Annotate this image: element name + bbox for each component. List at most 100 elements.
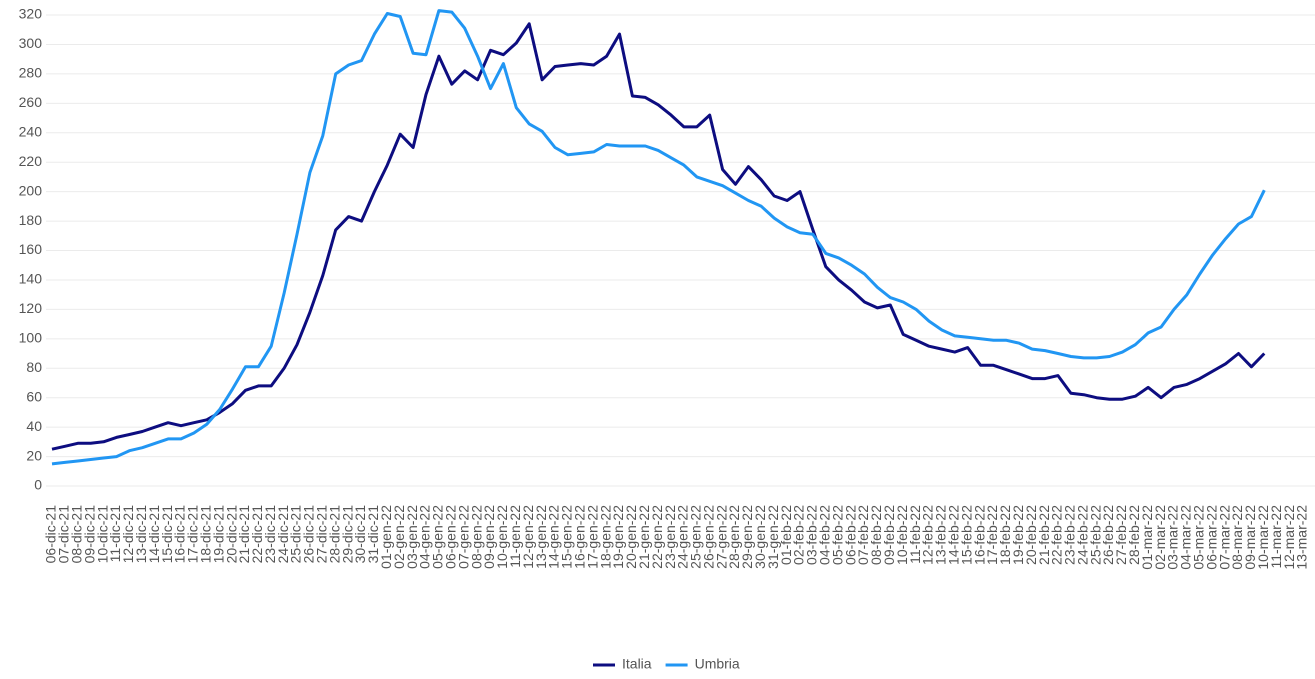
x-tick-label: 20-gen-22 bbox=[623, 505, 639, 569]
x-tick-label: 11-mar-22 bbox=[1268, 505, 1284, 569]
x-tick-label: 28-gen-22 bbox=[726, 505, 742, 569]
x-tick-label: 06-feb-22 bbox=[842, 505, 858, 565]
x-tick-label: 12-gen-22 bbox=[520, 505, 536, 569]
x-tick-label: 13-gen-22 bbox=[533, 505, 549, 569]
x-tick-label: 13-dic-21 bbox=[133, 505, 149, 564]
x-tick-label: 30-gen-22 bbox=[752, 505, 768, 569]
line-series bbox=[51, 22, 1266, 451]
x-tick-label: 24-dic-21 bbox=[275, 505, 291, 564]
x-tick-label: 02-gen-22 bbox=[391, 505, 407, 569]
x-tick-label: 17-feb-22 bbox=[984, 505, 1000, 565]
x-tick-label: 22-gen-22 bbox=[649, 505, 665, 569]
y-tick-label: 180 bbox=[19, 212, 43, 228]
x-tick-label: 30-dic-21 bbox=[352, 505, 368, 564]
x-tick-label: 14-dic-21 bbox=[146, 505, 162, 564]
legend-label: Italia bbox=[622, 656, 652, 672]
x-tick-label: 08-dic-21 bbox=[68, 505, 84, 564]
x-tick-label: 03-mar-22 bbox=[1165, 505, 1181, 570]
x-tick-label: 29-dic-21 bbox=[339, 505, 355, 564]
x-tick-label: 25-gen-22 bbox=[688, 505, 704, 569]
x-tick-label: 07-feb-22 bbox=[855, 505, 871, 565]
x-tick-label: 11-gen-22 bbox=[507, 505, 523, 568]
x-tick-label: 05-gen-22 bbox=[430, 505, 446, 569]
x-tick-label: 01-feb-22 bbox=[778, 505, 794, 565]
x-tick-label: 03-gen-22 bbox=[404, 505, 420, 569]
y-tick-label: 160 bbox=[19, 241, 43, 257]
x-tick-label: 11-dic-21 bbox=[107, 505, 123, 563]
x-tick-label: 02-feb-22 bbox=[791, 505, 807, 565]
x-tick-label: 19-gen-22 bbox=[610, 505, 626, 569]
x-tick-label: 04-feb-22 bbox=[817, 505, 833, 565]
y-tick-label: 280 bbox=[19, 65, 43, 81]
y-tick-label: 200 bbox=[19, 182, 43, 198]
x-tick-label: 23-feb-22 bbox=[1062, 505, 1078, 565]
x-tick-label: 07-dic-21 bbox=[56, 505, 72, 564]
x-tick-label: 17-gen-22 bbox=[584, 505, 600, 569]
x-tick-label: 24-gen-22 bbox=[675, 505, 691, 569]
x-tick-label: 06-mar-22 bbox=[1203, 505, 1219, 570]
x-tick-label: 15-gen-22 bbox=[559, 505, 575, 569]
x-tick-label: 05-mar-22 bbox=[1191, 505, 1207, 570]
x-tick-label: 07-mar-22 bbox=[1216, 505, 1232, 570]
x-tick-label: 20-dic-21 bbox=[223, 505, 239, 564]
y-tick-label: 140 bbox=[19, 271, 43, 287]
x-tick-label: 26-gen-22 bbox=[700, 505, 716, 569]
x-tick-label: 07-gen-22 bbox=[455, 505, 471, 569]
x-tick-label: 08-mar-22 bbox=[1229, 505, 1245, 570]
x-tick-label: 18-gen-22 bbox=[597, 505, 613, 569]
x-tick-label: 12-dic-21 bbox=[120, 505, 136, 564]
x-tick-label: 18-feb-22 bbox=[997, 505, 1013, 565]
x-tick-label: 21-gen-22 bbox=[636, 505, 652, 569]
x-tick-label: 25-dic-21 bbox=[288, 505, 304, 564]
y-tick-label: 60 bbox=[26, 388, 42, 404]
x-tick-label: 31-gen-22 bbox=[765, 505, 781, 569]
x-tick-label: 27-dic-21 bbox=[314, 505, 330, 564]
x-tick-label: 18-dic-21 bbox=[197, 505, 213, 564]
x-tick-label: 09-mar-22 bbox=[1242, 505, 1258, 570]
x-tick-label: 09-dic-21 bbox=[81, 505, 97, 564]
y-tick-label: 260 bbox=[19, 94, 43, 110]
x-tick-label: 04-gen-22 bbox=[417, 505, 433, 569]
x-tick-label: 15-dic-21 bbox=[159, 505, 175, 564]
x-tick-label: 01-mar-22 bbox=[1139, 505, 1155, 570]
x-tick-label: 08-gen-22 bbox=[468, 505, 484, 569]
x-tick-label: 21-dic-21 bbox=[236, 505, 252, 564]
x-tick-label: 23-gen-22 bbox=[662, 505, 678, 569]
y-tick-label: 20 bbox=[26, 447, 42, 463]
legend-label: Umbria bbox=[695, 656, 740, 672]
x-tick-label: 14-gen-22 bbox=[546, 505, 562, 569]
x-tick-label: 24-feb-22 bbox=[1074, 505, 1090, 565]
y-tick-label: 240 bbox=[19, 123, 43, 139]
y-tick-label: 80 bbox=[26, 359, 42, 375]
y-tick-label: 300 bbox=[19, 35, 43, 51]
y-tick-label: 0 bbox=[34, 477, 42, 493]
x-tick-label: 26-dic-21 bbox=[301, 505, 317, 564]
x-tick-label: 27-gen-22 bbox=[713, 505, 729, 569]
x-tick-label: 10-feb-22 bbox=[894, 505, 910, 565]
x-tick-label: 28-dic-21 bbox=[326, 505, 342, 564]
x-tick-label: 16-feb-22 bbox=[971, 505, 987, 565]
x-tick-label: 22-dic-21 bbox=[249, 505, 265, 564]
x-tick-label: 28-feb-22 bbox=[1126, 505, 1142, 565]
x-tick-label: 11-feb-22 bbox=[907, 505, 923, 564]
x-tick-label: 20-feb-22 bbox=[1023, 505, 1039, 565]
line-series bbox=[51, 9, 1266, 466]
x-tick-label: 14-feb-22 bbox=[945, 505, 961, 565]
x-tick-label: 21-feb-22 bbox=[1036, 505, 1052, 565]
x-tick-label: 05-feb-22 bbox=[829, 505, 845, 565]
x-tick-label: 23-dic-21 bbox=[262, 505, 278, 564]
x-tick-label: 16-dic-21 bbox=[172, 505, 188, 564]
x-tick-label: 06-dic-21 bbox=[43, 505, 59, 564]
x-tick-label: 29-gen-22 bbox=[739, 505, 755, 569]
x-tick-label: 27-feb-22 bbox=[1113, 505, 1129, 565]
x-tick-label: 19-feb-22 bbox=[1010, 505, 1026, 565]
x-tick-label: 22-feb-22 bbox=[1049, 505, 1065, 565]
x-tick-label: 13-feb-22 bbox=[933, 505, 949, 565]
x-tick-label: 03-feb-22 bbox=[804, 505, 820, 565]
x-tick-label: 06-gen-22 bbox=[443, 505, 459, 569]
x-tick-label: 02-mar-22 bbox=[1152, 505, 1168, 570]
x-tick-label: 12-feb-22 bbox=[920, 505, 936, 565]
x-tick-label: 31-dic-21 bbox=[365, 505, 381, 564]
x-tick-label: 04-mar-22 bbox=[1178, 505, 1194, 570]
